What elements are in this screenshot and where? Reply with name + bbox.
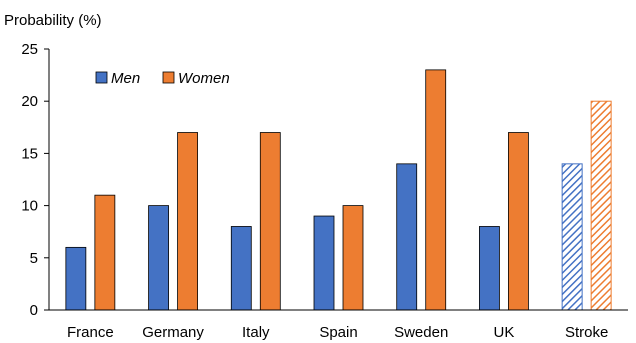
bar-women-france: [94, 194, 116, 311]
bar-series: [65, 69, 612, 311]
legend-swatch-women: [162, 71, 175, 84]
bar-men-france: [65, 246, 87, 311]
y-tick-label: 10: [21, 198, 38, 215]
x-tick-label: Stroke: [565, 324, 608, 341]
y-tick-label: 20: [21, 93, 38, 110]
bar-women-sweden: [425, 69, 447, 311]
bar-women-stroke: [590, 100, 612, 311]
x-tick-label: UK: [494, 324, 515, 341]
y-tick-label: 0: [30, 302, 38, 319]
x-tick-label: Germany: [142, 324, 204, 341]
bar-women-italy: [259, 132, 281, 311]
y-tick-label: 5: [30, 250, 38, 267]
y-axis-ticks: 0 5 10 15 20 25: [21, 41, 49, 319]
y-tick-label: 15: [21, 145, 38, 162]
bar-women-spain: [342, 205, 364, 311]
x-tick-label: Sweden: [394, 324, 448, 341]
bar-women-germany: [177, 132, 198, 311]
legend: Men Women: [95, 70, 230, 87]
bar-men-uk: [479, 226, 500, 311]
x-tick-label: Spain: [319, 324, 357, 341]
y-tick-label: 25: [21, 41, 38, 58]
y-axis-label: Probability (%): [4, 12, 102, 29]
legend-label-women: Women: [178, 70, 230, 87]
legend-swatch-men: [95, 71, 108, 84]
x-tick-label: Italy: [242, 324, 270, 341]
bar-women-uk: [508, 132, 529, 311]
bar-men-spain: [313, 215, 335, 311]
bar-men-stroke: [561, 163, 583, 311]
x-tick-label: France: [67, 324, 114, 341]
x-axis-tick-labels: France Germany Italy Spain Sweden UK Stroke: [67, 324, 608, 341]
bar-men-sweden: [396, 163, 418, 311]
legend-label-men: Men: [111, 70, 140, 87]
bar-men-italy: [230, 226, 252, 311]
bar-men-germany: [148, 205, 169, 311]
